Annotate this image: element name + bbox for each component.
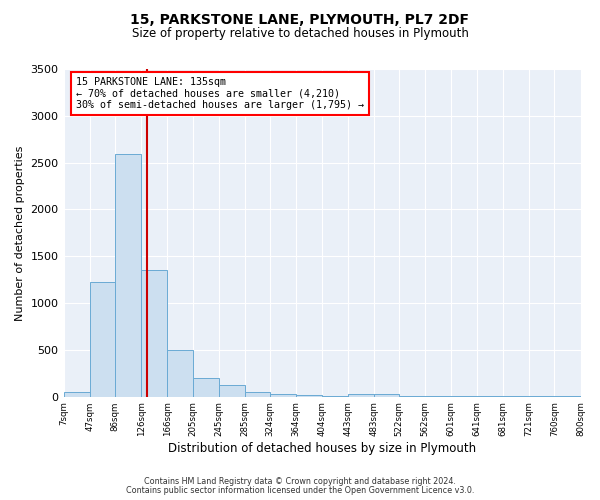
Bar xyxy=(193,378,218,396)
X-axis label: Distribution of detached houses by size in Plymouth: Distribution of detached houses by size … xyxy=(168,442,476,455)
Bar xyxy=(270,394,296,396)
Bar xyxy=(141,270,167,396)
Text: 15 PARKSTONE LANE: 135sqm
← 70% of detached houses are smaller (4,210)
30% of se: 15 PARKSTONE LANE: 135sqm ← 70% of detac… xyxy=(76,77,364,110)
Text: Size of property relative to detached houses in Plymouth: Size of property relative to detached ho… xyxy=(131,28,469,40)
Y-axis label: Number of detached properties: Number of detached properties xyxy=(15,145,25,320)
Text: 15, PARKSTONE LANE, PLYMOUTH, PL7 2DF: 15, PARKSTONE LANE, PLYMOUTH, PL7 2DF xyxy=(131,12,470,26)
Text: Contains HM Land Registry data © Crown copyright and database right 2024.: Contains HM Land Registry data © Crown c… xyxy=(144,477,456,486)
Bar xyxy=(245,392,270,396)
Bar xyxy=(89,282,115,397)
Bar xyxy=(167,350,193,397)
Text: Contains public sector information licensed under the Open Government Licence v3: Contains public sector information licen… xyxy=(126,486,474,495)
Bar xyxy=(218,386,245,396)
Bar xyxy=(374,394,399,396)
Bar xyxy=(348,394,374,396)
Bar xyxy=(64,392,89,396)
Bar xyxy=(296,395,322,396)
Bar xyxy=(115,154,141,396)
